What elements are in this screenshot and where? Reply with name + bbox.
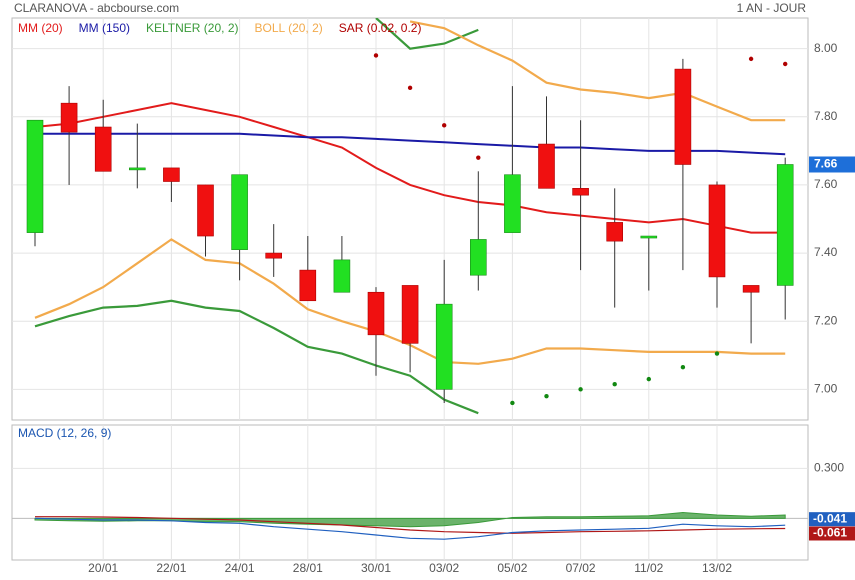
last-value-box: [809, 512, 855, 527]
y-tick-label: 7.40: [814, 245, 838, 259]
candle-body: [572, 188, 589, 196]
sar-dot: [544, 393, 549, 399]
candle-body: [299, 269, 317, 302]
last-value-box: [809, 526, 855, 541]
sar-dot: [476, 155, 481, 160]
y-tick-label: 7.60: [814, 177, 838, 191]
legend-entry: BOLL (20, 2): [255, 21, 323, 35]
x-tick-label: 03/02: [429, 561, 459, 575]
band-upper: [409, 20, 786, 122]
moving-average: [34, 102, 786, 234]
sar-dot: [612, 382, 617, 387]
candle-body: [504, 174, 521, 233]
signal-line: [35, 516, 786, 534]
y-tick-label: 0.300: [814, 461, 844, 475]
candle-body: [26, 119, 44, 233]
sar-dot: [578, 387, 583, 392]
last-price-box: [809, 156, 855, 173]
legend-entry: MM (20): [18, 21, 63, 35]
candle-body: [708, 184, 726, 278]
sar-dot: [680, 364, 686, 370]
candle-body: [469, 239, 487, 276]
header-title: CLARANOVA - abcbourse.com: [14, 1, 179, 15]
last-value-label: -0.061: [813, 526, 847, 540]
x-tick-label: 24/01: [225, 561, 255, 575]
x-tick-label: 07/02: [566, 561, 596, 575]
candle-body: [197, 184, 214, 237]
candle-body: [401, 285, 419, 344]
legend-entry: SAR (0.02, 0.2): [339, 21, 422, 35]
y-tick-label: 7.80: [814, 109, 838, 123]
candle-body: [538, 143, 555, 189]
macd-panel: [11, 424, 809, 561]
sar-dot: [373, 53, 379, 58]
x-tick-label: 22/01: [156, 561, 186, 575]
legend-entry: MM (150): [79, 21, 130, 35]
candle-body: [333, 259, 351, 293]
macd-histogram: [34, 511, 786, 528]
candle-body: [435, 303, 453, 390]
sar-dot: [748, 56, 754, 62]
candle-body: [60, 102, 78, 133]
macd-title: MACD (12, 26, 9): [18, 426, 111, 440]
sar-dot: [714, 351, 720, 356]
last-value-label: -0.041: [813, 511, 847, 525]
x-tick-label: 30/01: [361, 561, 391, 575]
candle-body: [163, 167, 180, 182]
x-tick-label: 20/01: [88, 561, 118, 575]
sar-dot: [442, 123, 447, 128]
candle-body: [640, 235, 658, 239]
sar-dot: [510, 400, 515, 406]
candle-body: [231, 174, 248, 250]
candle-body: [742, 285, 760, 293]
candle-body: [265, 252, 283, 259]
moving-average: [35, 132, 786, 156]
candle-body: [367, 291, 385, 336]
x-tick-label: 13/02: [702, 561, 732, 575]
legend-entry: KELTNER (20, 2): [146, 21, 238, 35]
x-tick-label: 05/02: [497, 561, 527, 575]
price-panel: [11, 17, 809, 421]
candle-body: [674, 68, 692, 165]
candle-body: [129, 167, 146, 171]
candle-body: [94, 126, 112, 172]
sar-dot: [783, 61, 788, 67]
sar-dot: [407, 85, 413, 91]
macd-line: [34, 517, 786, 540]
band-lower: [34, 299, 479, 415]
y-tick-label: 8.00: [814, 41, 838, 55]
sar-dot: [646, 376, 651, 382]
candle-body: [776, 164, 794, 286]
x-tick-label: 28/01: [293, 561, 323, 575]
header-period: 1 AN - JOUR: [737, 1, 807, 15]
last-price-label: 7.66: [814, 157, 838, 171]
candle-body: [606, 222, 624, 242]
y-tick-label: 7.20: [814, 313, 838, 327]
x-tick-label: 11/02: [634, 561, 663, 575]
y-tick-label: 7.00: [814, 382, 838, 396]
